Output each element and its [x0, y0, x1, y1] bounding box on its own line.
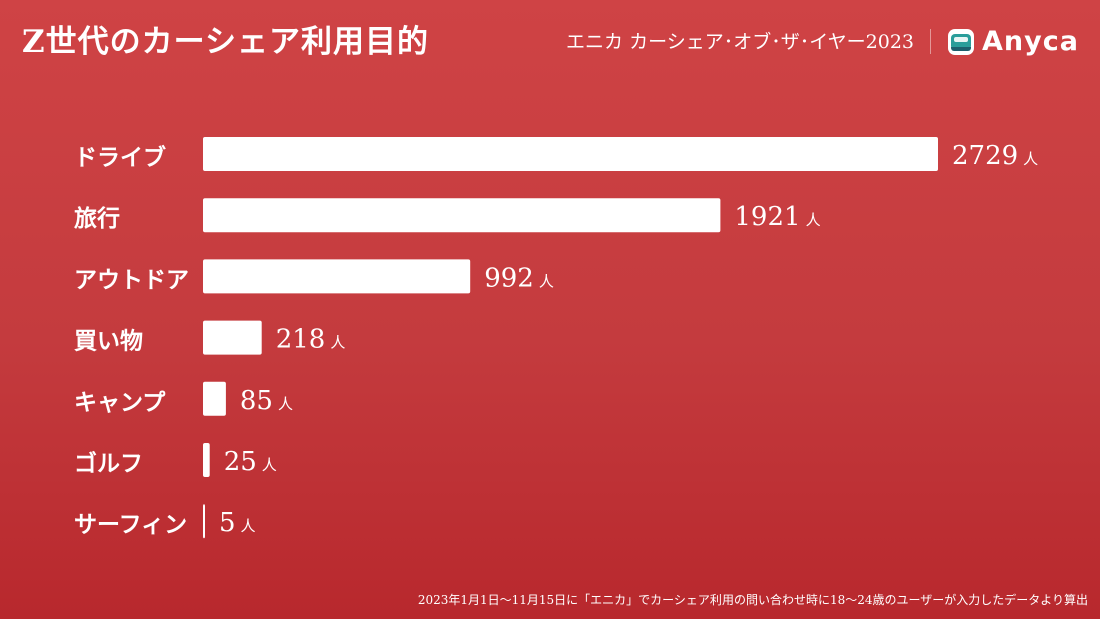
category-label: サーフィン — [74, 511, 187, 538]
header-divider — [930, 29, 931, 54]
value-label: 1921 人 — [734, 202, 820, 232]
value-number: 218 — [276, 325, 326, 355]
value-number: 992 — [484, 263, 534, 293]
value-unit: 人 — [539, 272, 554, 290]
bar-1 — [203, 198, 721, 233]
bar-0 — [203, 137, 938, 171]
bar-6 — [203, 504, 205, 539]
category-label: 買い物 — [74, 328, 143, 355]
page-title: Z世代のカーシェア利用目的 — [22, 24, 430, 60]
award-title: エニカ カーシェア･オブ･ザ･イヤー2023 — [566, 31, 914, 53]
category-label: 旅行 — [74, 205, 120, 232]
value-label: 992 人 — [484, 263, 554, 293]
value-unit: 人 — [806, 211, 821, 229]
value-unit: 人 — [241, 517, 256, 535]
category-label: アウトドア — [74, 266, 189, 293]
value-number: 1921 — [734, 202, 800, 232]
value-unit: 人 — [278, 395, 293, 413]
value-number: 5 — [219, 508, 236, 538]
bar-3 — [203, 320, 262, 355]
anyca-logo: Anyca — [948, 24, 1079, 60]
category-label: キャンプ — [74, 389, 166, 416]
category-label: ドライブ — [74, 144, 166, 171]
bar-5 — [203, 443, 210, 477]
category-label: ゴルフ — [74, 450, 143, 477]
bar-4 — [203, 381, 226, 416]
bar-2 — [203, 259, 471, 294]
value-label: 2729 人 — [952, 141, 1038, 171]
value-label: 25 人 — [224, 447, 277, 477]
value-label: 218 人 — [276, 325, 346, 355]
value-unit: 人 — [262, 456, 277, 474]
value-number: 85 — [240, 386, 273, 416]
car-icon — [948, 29, 974, 55]
value-unit: 人 — [330, 334, 345, 352]
value-label: 85 人 — [240, 386, 293, 416]
footnote: 2023年1月1日〜11月15日に「エニカ」でカーシェア利用の問い合わせ時に18… — [417, 593, 1088, 607]
value-unit: 人 — [1023, 150, 1038, 168]
logo-text: Anyca — [982, 26, 1079, 57]
value-number: 2729 — [952, 141, 1018, 171]
value-number: 25 — [224, 447, 257, 477]
